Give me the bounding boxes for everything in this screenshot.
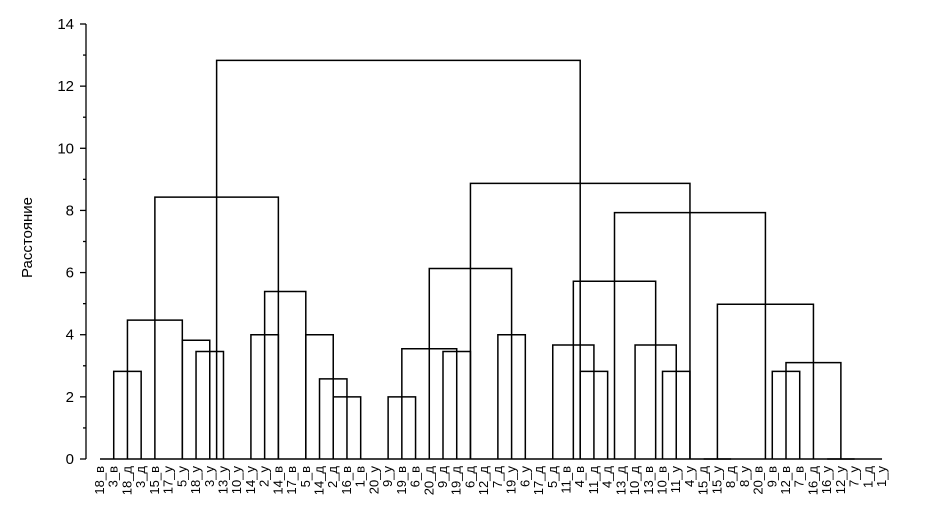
leaf-labels: 18_в3_в18_д3_д15_в17_у5_у18_у3_у13_у10_у… [92,466,889,496]
leaf-label: 19_у [504,466,519,495]
leaf-label: 3_у [202,466,217,487]
leaf-label: 13_д [613,466,628,496]
leaf-label: 11_д [586,466,601,495]
leaf-label: 12_у [833,466,848,495]
leaf-label: 6_в [408,466,423,487]
leaf-label: 6_д [462,466,477,488]
leaf-label: 7_у [847,466,862,487]
leaf-label: 20_у [366,466,381,495]
leaf-label: 11_в [558,466,573,494]
leaf-label: 10_в [655,466,670,495]
leaf-label: 16_у [819,466,834,495]
leaf-label: 17_д [531,466,546,496]
leaf-label: 1_у [874,466,889,487]
leaf-label: 4_д [600,466,615,488]
leaf-label: 2_д [325,466,340,488]
leaf-label: 12_в [778,466,793,495]
y-tick-label: 14 [57,16,74,33]
y-tick-label: 4 [66,327,74,344]
leaf-label: 8_д [723,466,738,488]
dendrogram-links [99,59,883,460]
leaf-label: 11_у [668,466,683,494]
leaf-label: 15_у [709,466,724,495]
y-axis-title: Расстояние [19,197,36,278]
leaf-label: 16_д [805,466,820,496]
y-tick-label: 0 [66,451,74,468]
leaf-label: 10_д [627,466,642,496]
y-tick-label: 10 [57,140,74,157]
leaf-label: 9_у [380,466,395,487]
leaf-label: 15_д [696,466,711,496]
leaf-label: 2_у [257,466,272,487]
leaf-label: 13_в [641,466,656,495]
leaf-label: 17_у [161,466,176,495]
leaf-label: 18_в [92,466,107,495]
leaf-label: 9_д [435,466,450,488]
leaf-label: 1_д [860,466,875,488]
leaf-label: 5_в [298,466,313,487]
leaf-label: 8_у [737,466,752,487]
leaf-label: 9_в [764,466,779,487]
leaf-label: 12_д [476,466,491,496]
y-tick-label: 12 [57,78,74,95]
leaf-label: 6_у [517,466,532,487]
leaf-label: 5_д [545,466,560,488]
leaf-label: 13_у [215,466,230,495]
y-axis: 0 2 4 6 8 10 12 14 [57,16,87,468]
leaf-label: 20_в [751,466,766,495]
leaf-label: 19_д [449,466,464,496]
leaf-label: 14_в [270,466,285,495]
dendrogram-link [215,59,581,459]
leaf-label: 14_у [243,466,258,495]
leaf-label: 3_д [133,466,148,488]
leaf-label: 3_в [106,466,121,487]
leaf-label: 7_в [792,466,807,487]
y-tick-label: 6 [66,265,74,282]
leaf-label: 18_д [119,466,134,496]
leaf-label: 7_д [490,466,505,488]
leaf-label: 15_в [147,466,162,495]
leaf-label: 19_в [394,466,409,495]
leaf-label: 14_д [312,466,327,496]
leaf-label: 17_в [284,466,299,495]
leaf-label: 20_д [421,466,436,496]
dendrogram-link [263,290,307,459]
leaf-label: 1_в [353,466,368,487]
leaf-label: 4_в [572,466,587,487]
leaf-label: 16_в [339,466,354,495]
leaf-label: 18_у [188,466,203,495]
y-tick-label: 8 [66,202,74,219]
leaf-label: 10_у [229,466,244,495]
y-tick-label: 2 [66,389,74,406]
leaf-label: 5_у [174,466,189,487]
leaf-label: 4_у [682,466,697,487]
